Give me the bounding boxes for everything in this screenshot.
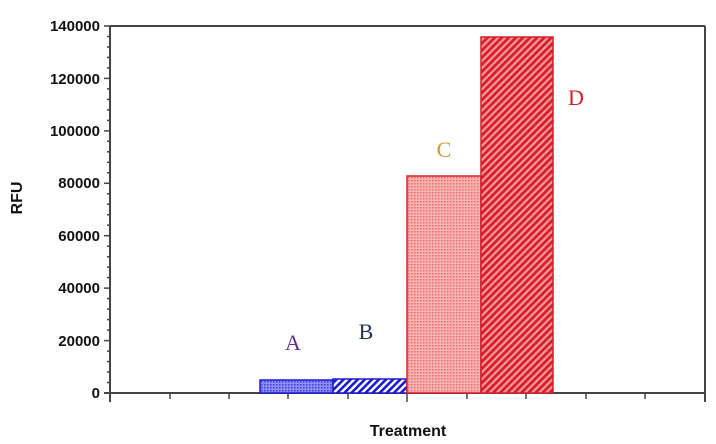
x-axis [109, 393, 706, 402]
bar-label-a: A [285, 330, 301, 355]
y-tick-labels: 0 20000 40000 60000 80000 100000 120000 … [50, 18, 100, 402]
bar-label-d: D [568, 85, 584, 110]
y-axis-title: RFU [9, 182, 26, 215]
y-tick-label: 0 [92, 385, 100, 402]
y-tick-label: 140000 [50, 18, 100, 35]
y-tick-label: 40000 [58, 280, 100, 297]
y-axis [104, 25, 110, 394]
bar-d [480, 36, 554, 394]
y-tick-label: 60000 [58, 228, 100, 245]
bar-a [259, 379, 334, 394]
y-tick-label: 120000 [50, 71, 100, 88]
bar-label-b: B [359, 319, 374, 344]
bar-b [332, 378, 408, 394]
y-tick-label: 20000 [58, 333, 100, 350]
x-axis-title: Treatment [370, 423, 447, 440]
bar-label-c: C [437, 137, 452, 162]
y-tick-label: 100000 [50, 123, 100, 140]
y-tick-label: 80000 [58, 175, 100, 192]
plot-frame [104, 25, 706, 402]
bars [259, 36, 554, 394]
bar-c [406, 175, 482, 394]
bar-labels: A B C D [285, 85, 584, 355]
